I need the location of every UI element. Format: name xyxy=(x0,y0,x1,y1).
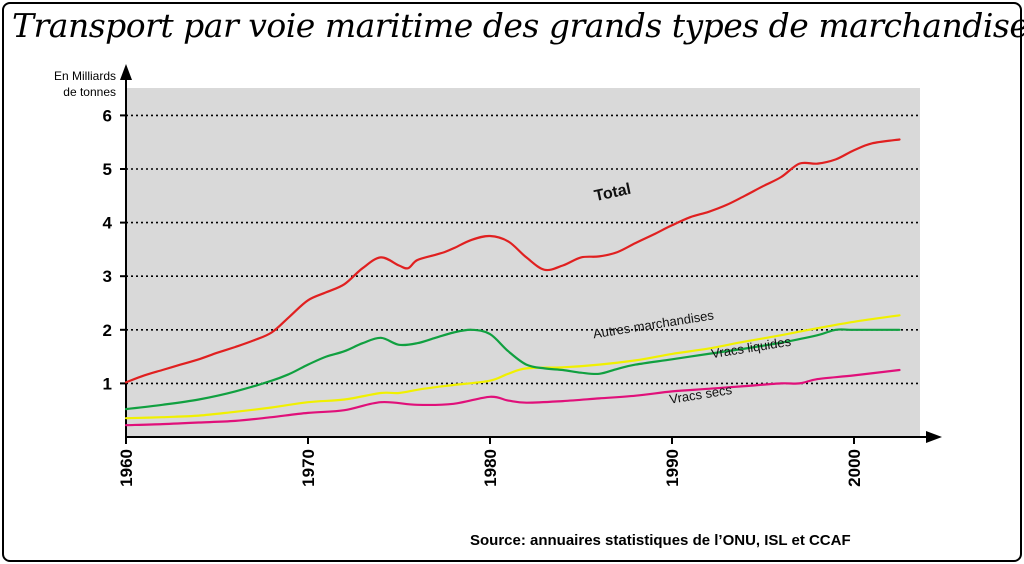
x-tick-label-2000: 2000 xyxy=(845,449,864,487)
y-tick-label-1: 1 xyxy=(103,374,112,393)
y-tick-label-6: 6 xyxy=(103,106,112,125)
source-note: Source: annuaires statistiques de l’ONU,… xyxy=(470,532,851,549)
y-tick-label-5: 5 xyxy=(103,160,112,179)
chart-title: Transport par voie maritime des grands t… xyxy=(12,6,1024,45)
x-tick-label-1960: 1960 xyxy=(117,449,136,487)
x-tick-label-1990: 1990 xyxy=(663,449,682,487)
y-axis-label: En Milliards de tonnes xyxy=(38,68,116,100)
series-line-vracs-liquides xyxy=(124,328,901,411)
series-line-total xyxy=(124,138,901,384)
y-axis-arrow xyxy=(120,64,132,80)
x-axis-arrow xyxy=(926,431,942,443)
series-line-autres-marchandises xyxy=(124,314,901,420)
y-axis-label-line2: de tonnes xyxy=(63,85,116,99)
plot-background xyxy=(126,88,920,437)
x-tick-label-1970: 1970 xyxy=(299,449,318,487)
y-tick-label-3: 3 xyxy=(103,267,112,286)
x-tick-label-1980: 1980 xyxy=(481,449,500,487)
y-tick-label-4: 4 xyxy=(103,214,113,233)
series-line-vracs-secs xyxy=(124,368,901,427)
y-axis-label-line1: En Milliards xyxy=(53,69,116,83)
y-tick-label-2: 2 xyxy=(103,321,112,340)
